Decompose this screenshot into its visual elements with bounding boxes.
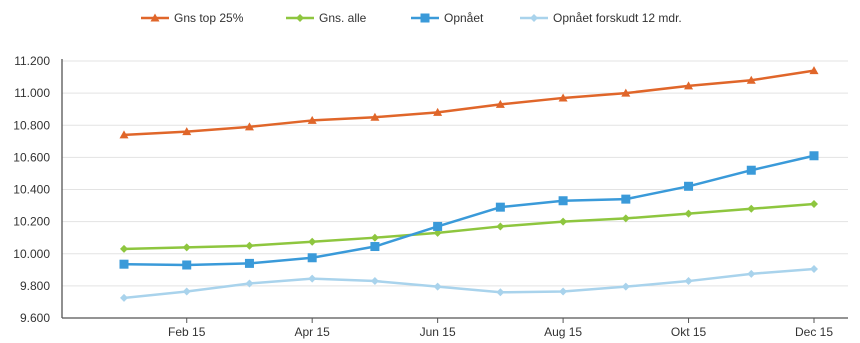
legend-label: Opnået [444, 11, 484, 25]
x-tick-label: Dec 15 [795, 325, 833, 339]
data-point [746, 165, 756, 175]
data-point [245, 279, 254, 288]
legend-swatch-marker [296, 14, 304, 22]
x-axis: Feb 15 Apr 15 Jun 15 Aug 15 Okt 15 Dec 15 [62, 317, 848, 339]
data-point [182, 127, 192, 136]
data-point [433, 107, 443, 116]
x-tick-label: Apr 15 [295, 325, 331, 339]
data-point [245, 241, 254, 250]
data-point [746, 75, 756, 84]
data-point [119, 259, 129, 269]
data-point [621, 88, 631, 97]
x-tick-label: Aug 15 [544, 325, 582, 339]
y-tick-label: 10.200 [13, 215, 50, 229]
series-3 [120, 265, 818, 302]
data-point [495, 99, 505, 108]
data-point [308, 274, 317, 283]
data-point [621, 282, 630, 291]
data-point [809, 151, 819, 161]
data-point [182, 287, 191, 296]
x-tick-label: Feb 15 [168, 325, 206, 339]
legend-swatch-marker [150, 13, 160, 22]
chart-legend: Gns top 25% Gns. alle Opnået Opnået forskud… [141, 11, 682, 25]
data-point [120, 244, 128, 253]
data-point [244, 122, 254, 131]
legend-label: Opnået forskudt 12 mdr. [553, 11, 682, 25]
chart-grid [62, 60, 848, 319]
data-point [120, 293, 128, 302]
data-point [809, 66, 819, 75]
legend-item: Gns top 25% [141, 11, 244, 25]
series-line [123, 267, 815, 300]
data-point [433, 282, 442, 291]
y-tick-label: 10.800 [13, 118, 50, 132]
data-point [621, 214, 630, 223]
legend-item: Gns. alle [286, 11, 367, 25]
data-point [558, 196, 568, 206]
y-tick-label: 9.600 [20, 311, 50, 325]
y-tick-label: 11.200 [14, 54, 50, 68]
data-point [684, 181, 694, 191]
x-tick-label: Jun 15 [420, 325, 456, 339]
data-point [496, 288, 505, 297]
data-point [370, 233, 379, 242]
legend-swatch-marker [530, 14, 538, 22]
data-point [495, 202, 505, 212]
legend-item: Opnået [411, 11, 484, 25]
data-point [747, 269, 756, 278]
legend-item: Opnået forskudt 12 mdr. [520, 11, 682, 25]
series-line [123, 69, 815, 137]
data-point [810, 199, 818, 208]
series-0 [119, 66, 819, 139]
y-tick-label: 10.400 [13, 183, 50, 197]
data-point [559, 217, 568, 226]
data-point [559, 287, 568, 296]
data-point [684, 209, 693, 218]
y-tick-label: 11.000 [14, 86, 50, 100]
y-axis: 9.600 9.800 10.000 10.200 10.400 10.600 10.800… [13, 54, 63, 325]
series-line [123, 202, 815, 251]
chart-series [119, 66, 819, 302]
data-point [810, 265, 818, 274]
data-point [370, 112, 380, 121]
data-point [558, 93, 568, 102]
series-1 [120, 199, 818, 253]
legend-swatch-marker [420, 13, 430, 23]
y-tick-label: 10.600 [13, 150, 50, 164]
data-point [621, 194, 631, 204]
x-tick-label: Okt 15 [671, 325, 707, 339]
data-point [308, 237, 317, 246]
data-point [182, 243, 191, 252]
data-point [244, 258, 254, 268]
series-line [123, 154, 815, 267]
data-point [119, 130, 129, 139]
data-point [684, 81, 694, 90]
y-tick-label: 10.000 [13, 247, 50, 261]
data-point [370, 242, 380, 252]
data-point [370, 277, 379, 286]
series-2 [119, 151, 819, 270]
data-point [182, 260, 192, 270]
data-point [747, 204, 756, 213]
data-point [433, 221, 443, 231]
legend-label: Gns. alle [319, 11, 367, 25]
data-point [684, 277, 693, 286]
data-point [307, 253, 317, 263]
data-point [307, 115, 317, 124]
y-tick-label: 9.800 [20, 279, 50, 293]
data-point [496, 222, 505, 231]
legend-label: Gns top 25% [174, 11, 244, 25]
